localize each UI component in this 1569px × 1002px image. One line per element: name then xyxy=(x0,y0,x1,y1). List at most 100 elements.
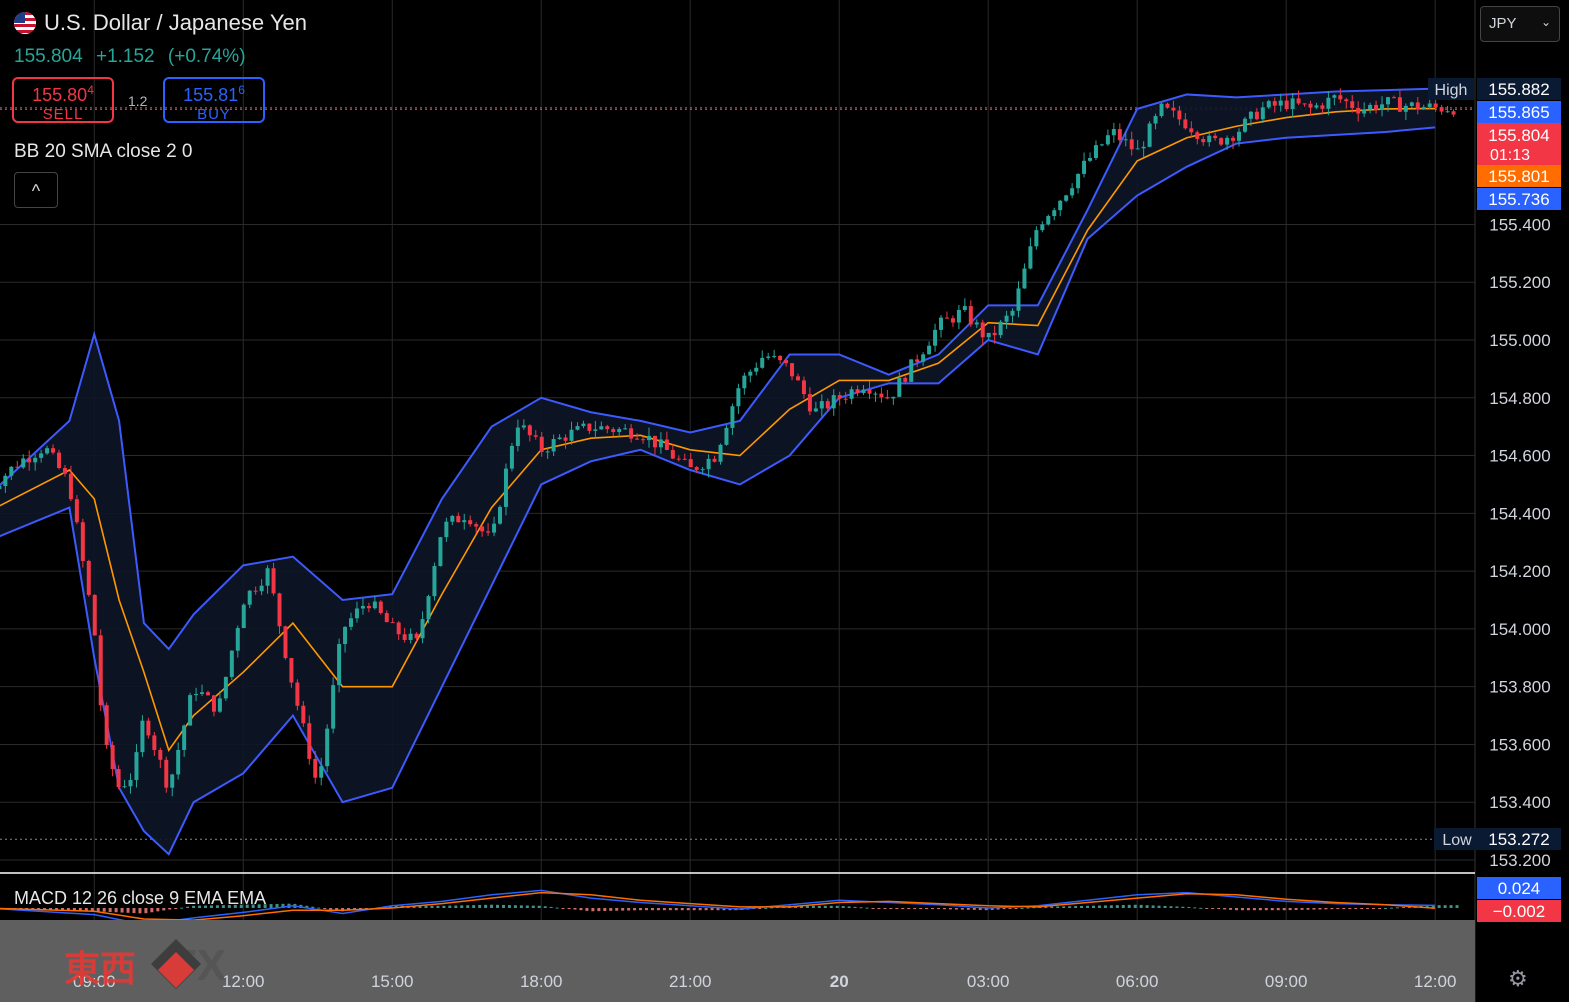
candle-body xyxy=(778,355,783,361)
macd-histogram-bar xyxy=(668,908,672,911)
candle-body xyxy=(1439,107,1444,112)
macd-histogram-bar xyxy=(1360,908,1364,909)
candle-body xyxy=(676,458,681,460)
macd-histogram-bar xyxy=(1336,908,1340,910)
macd-histogram-bar xyxy=(78,908,82,911)
price-tick-label: 155.400 xyxy=(1489,215,1550,234)
candle-body xyxy=(885,397,890,399)
macd-histogram-bar xyxy=(198,905,202,908)
lower-band-badge: 155.736 xyxy=(1488,190,1549,209)
macd-histogram-bar xyxy=(1074,906,1078,908)
currency-select-value: JPY xyxy=(1489,15,1517,32)
candle-body xyxy=(933,329,938,346)
macd-histogram-bar xyxy=(662,908,666,911)
bollinger-band-fill xyxy=(0,88,1436,855)
macd-histogram-bar xyxy=(1372,908,1376,909)
macd-histogram-bar xyxy=(72,908,76,911)
candle-body xyxy=(1451,111,1456,115)
candle-body xyxy=(1070,188,1075,196)
candle-body xyxy=(1397,97,1402,112)
macd-histogram-bar xyxy=(239,904,243,908)
candle-body xyxy=(915,359,920,362)
time-tick-label: 12:00 xyxy=(222,972,265,991)
macd-histogram-bar xyxy=(323,908,327,909)
candle-body xyxy=(176,749,181,775)
macd-histogram-bar xyxy=(305,905,309,908)
macd-histogram-bar xyxy=(329,908,333,910)
macd-histogram-bar xyxy=(49,908,53,910)
sell-price: 155.80 xyxy=(32,85,88,105)
candle-body xyxy=(909,359,914,382)
candle-body xyxy=(927,345,932,355)
price-tick-label: 154.800 xyxy=(1489,389,1550,408)
macd-histogram-bar xyxy=(895,908,899,910)
currency-select[interactable]: JPY ⌄ xyxy=(1480,6,1560,42)
candle-body xyxy=(62,467,67,474)
candle-body xyxy=(426,596,431,620)
candle-body xyxy=(795,376,800,381)
sell-button[interactable]: 155.804 SELL xyxy=(12,77,114,123)
candle-body xyxy=(462,520,467,523)
candle-body xyxy=(1242,118,1247,132)
macd-histogram-bar xyxy=(1097,905,1101,908)
gear-icon[interactable]: ⚙ xyxy=(1508,966,1528,991)
candle-body xyxy=(1082,160,1087,174)
macd-indicator-label[interactable]: MACD 12 26 close 9 EMA EMA xyxy=(14,888,267,908)
candle-body xyxy=(623,428,628,430)
candle-body xyxy=(1010,310,1015,316)
candle-body xyxy=(1076,173,1081,189)
macd-histogram-bar xyxy=(811,905,815,908)
candle-body xyxy=(962,306,967,310)
candle-body xyxy=(1350,101,1355,108)
macd-histogram-bar xyxy=(1145,905,1149,908)
price-tick-label: 154.400 xyxy=(1489,504,1550,523)
us-flag-icon xyxy=(14,12,36,34)
candle-body xyxy=(384,613,389,623)
candle-body xyxy=(128,780,133,787)
candle-body xyxy=(587,423,592,431)
macd-histogram-bar xyxy=(281,903,285,908)
macd-histogram-bar xyxy=(615,908,619,911)
macd-histogram-bar xyxy=(1062,906,1066,908)
macd-histogram-bar xyxy=(1288,908,1292,911)
candle-body xyxy=(1064,195,1069,201)
macd-histogram-bar xyxy=(263,904,267,908)
candle-body xyxy=(1391,97,1396,99)
collapse-indicators-button[interactable]: ^ xyxy=(14,172,58,208)
candle-body xyxy=(968,306,973,325)
candle-body xyxy=(229,650,234,677)
macd-histogram-bar xyxy=(907,908,911,910)
quote-line: 155.804 +1.152 (+0.74%) xyxy=(14,46,254,68)
candle-body xyxy=(1320,105,1325,109)
macd-histogram-bar xyxy=(472,905,476,908)
low-tag-bg xyxy=(1434,828,1480,850)
macd-histogram-bar xyxy=(388,906,392,908)
candle-body xyxy=(325,728,330,767)
price-tick-label: 153.600 xyxy=(1489,735,1550,754)
macd-histogram-bar xyxy=(466,905,470,908)
macd-histogram-bar xyxy=(931,908,935,910)
low-tag: Low xyxy=(1442,832,1472,849)
bb-indicator-label[interactable]: BB 20 SMA close 2 0 xyxy=(14,141,193,162)
candle-body xyxy=(748,371,753,376)
candle-body xyxy=(849,389,854,399)
candle-body xyxy=(1415,102,1420,110)
time-axis-labels: 09:00 12:00 15:00 18:00 21:00 20 03:00 06:00 09:… xyxy=(73,972,1456,991)
candle-body xyxy=(944,317,949,319)
candle-body xyxy=(635,438,640,440)
candle-body xyxy=(146,720,151,736)
candle-body xyxy=(1421,107,1426,110)
candle-body xyxy=(1034,230,1039,247)
macd-histogram-bar xyxy=(1395,907,1399,909)
macd-histogram-bar xyxy=(519,905,523,908)
candle-body xyxy=(331,685,336,729)
price-tick-label: 154.000 xyxy=(1489,620,1550,639)
macd-histogram-bar xyxy=(1389,907,1393,909)
candle-body xyxy=(1272,101,1277,106)
macd-histogram-bar xyxy=(1264,908,1268,911)
macd-histogram-bar xyxy=(1455,905,1459,908)
candle-body xyxy=(837,395,842,399)
candle-body xyxy=(879,393,884,398)
buy-button[interactable]: 155.816 BUY xyxy=(163,77,265,123)
